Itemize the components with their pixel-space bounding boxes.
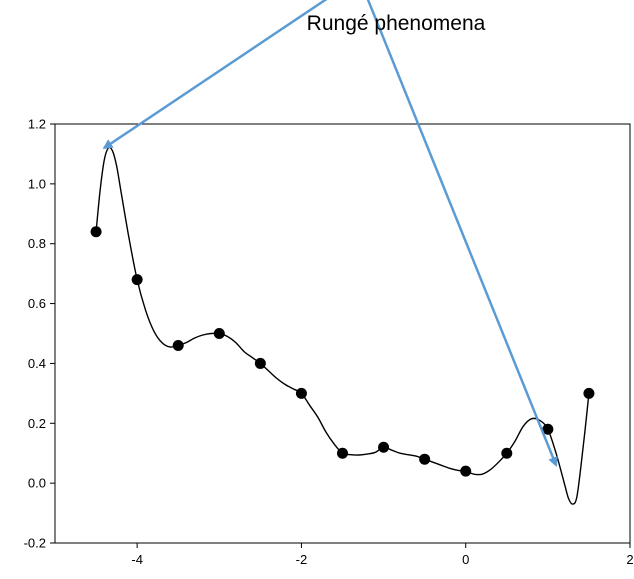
- data-point: [583, 387, 595, 399]
- data-point: [254, 357, 266, 369]
- y-axis: -0.2 0.0 0.2 0.4 0.6 0.8 1.0 1.2: [24, 117, 55, 551]
- y-tick-label: 0.2: [28, 416, 46, 431]
- y-tick-label: -0.2: [24, 536, 46, 551]
- plot-area-frame: [54, 123, 631, 544]
- data-point: [213, 328, 225, 339]
- data-point: [337, 447, 348, 459]
- data-point: [542, 423, 554, 435]
- x-tick-label: 2: [626, 552, 633, 567]
- y-tick-label: 0.4: [28, 356, 46, 371]
- data-point: [295, 387, 307, 399]
- data-point: [419, 453, 431, 465]
- x-tick-label: -4: [131, 552, 143, 567]
- data-point: [501, 447, 513, 459]
- y-tick-label: 1.2: [28, 117, 46, 132]
- x-tick-label: 0: [462, 552, 469, 567]
- data-point: [131, 274, 143, 286]
- annotation-arrow: [366, 0, 558, 468]
- y-tick-label: 0.6: [28, 296, 46, 311]
- annotation-label: Rungé phenomena: [307, 12, 486, 35]
- x-tick-label: -2: [296, 552, 308, 567]
- data-point: [172, 339, 184, 351]
- data-point: [90, 226, 102, 238]
- y-tick-label: 0.8: [28, 236, 46, 251]
- x-axis: -4 -2 0 2: [131, 543, 634, 567]
- y-tick-label: 1.0: [28, 176, 46, 191]
- data-point: [378, 441, 390, 453]
- y-tick-label: 0.0: [28, 476, 46, 491]
- annotation-arrows: [102, 0, 558, 468]
- annotation-arrow: [102, 0, 328, 150]
- data-points-layer: [90, 226, 595, 477]
- data-point: [460, 465, 472, 477]
